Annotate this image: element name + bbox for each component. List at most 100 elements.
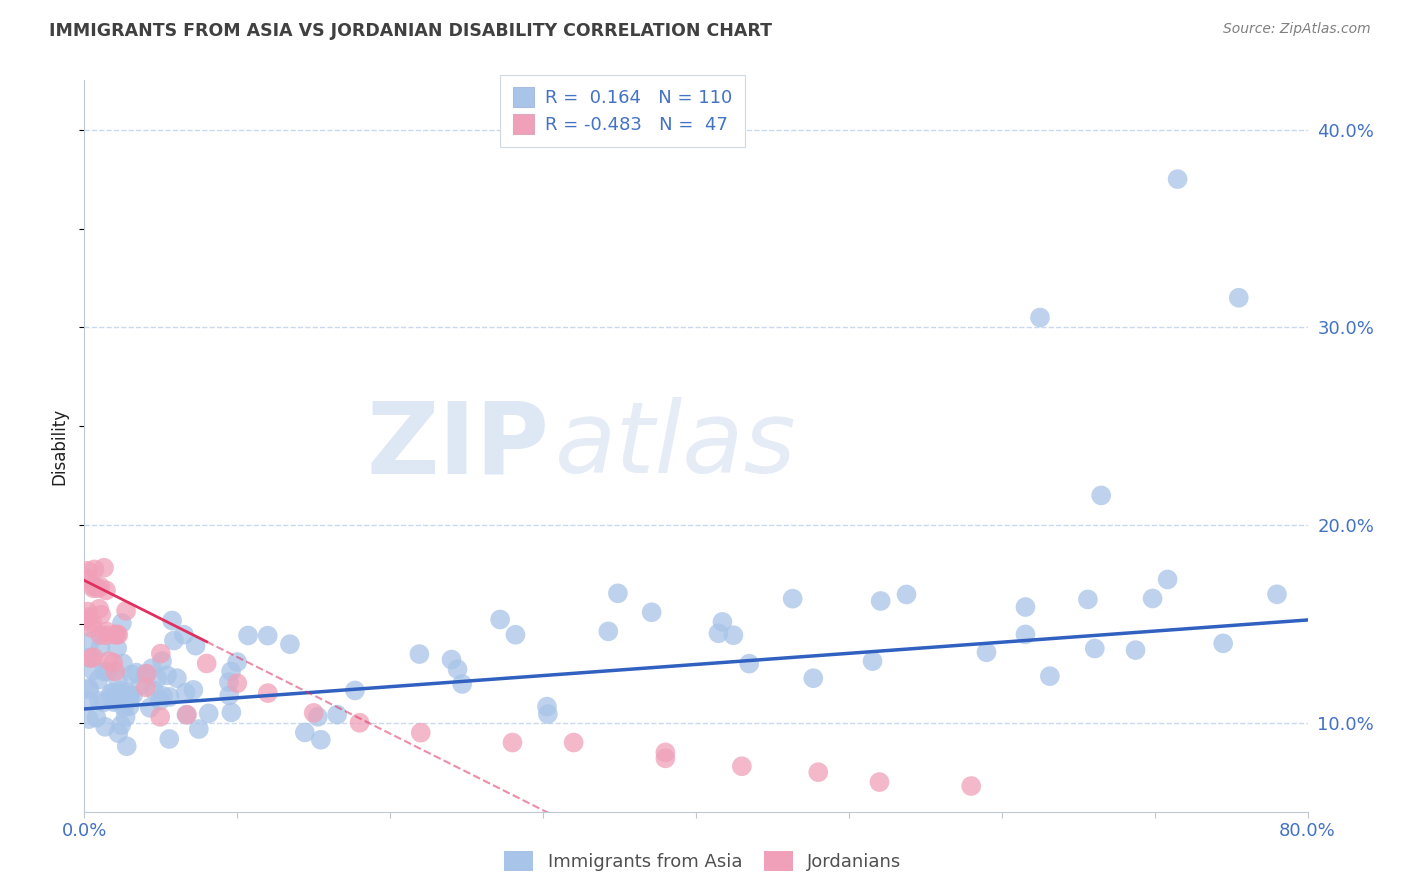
Point — [149, 647, 172, 661]
Point — [236, 628, 259, 642]
Point — [121, 667, 143, 681]
Point — [87, 673, 110, 687]
Point — [93, 665, 115, 679]
Point — [82, 581, 104, 595]
Point — [195, 657, 218, 671]
Legend: R =  0.164   N = 110, R = -0.483   N =  47: R = 0.164 N = 110, R = -0.483 N = 47 — [501, 75, 745, 147]
Point — [1125, 643, 1147, 657]
Point — [349, 715, 371, 730]
Point — [731, 759, 754, 773]
Point — [118, 699, 141, 714]
Point — [606, 586, 628, 600]
Point — [640, 605, 662, 619]
Point — [135, 681, 157, 695]
Point — [1227, 291, 1250, 305]
Point — [166, 671, 188, 685]
Point — [960, 779, 983, 793]
Point — [77, 572, 100, 586]
Point — [93, 560, 115, 574]
Point — [502, 735, 524, 749]
Point — [89, 640, 111, 655]
Point — [76, 564, 98, 578]
Point — [654, 746, 676, 760]
Point — [307, 710, 329, 724]
Point — [1167, 172, 1189, 186]
Point — [105, 627, 128, 641]
Point — [80, 621, 103, 635]
Point — [654, 751, 676, 765]
Point — [869, 594, 891, 608]
Point — [100, 686, 122, 700]
Y-axis label: Disability: Disability — [51, 408, 69, 484]
Point — [107, 628, 129, 642]
Point — [115, 604, 138, 618]
Point — [96, 624, 118, 639]
Point — [104, 628, 127, 642]
Point — [489, 612, 512, 626]
Point — [141, 661, 163, 675]
Point — [101, 692, 124, 706]
Point — [176, 707, 198, 722]
Point — [176, 707, 198, 722]
Point — [149, 693, 172, 707]
Point — [159, 690, 181, 704]
Text: atlas: atlas — [555, 398, 797, 494]
Point — [218, 689, 240, 703]
Point — [96, 628, 118, 642]
Point — [807, 765, 830, 780]
Point — [83, 562, 105, 576]
Legend: Immigrants from Asia, Jordanians: Immigrants from Asia, Jordanians — [498, 844, 908, 879]
Text: Source: ZipAtlas.com: Source: ZipAtlas.com — [1223, 22, 1371, 37]
Point — [114, 710, 136, 724]
Point — [139, 700, 162, 714]
Point — [1212, 636, 1234, 650]
Point — [738, 657, 761, 671]
Point — [723, 628, 745, 642]
Point — [451, 677, 474, 691]
Point — [256, 629, 278, 643]
Point — [118, 690, 141, 705]
Point — [77, 650, 100, 665]
Point — [87, 581, 110, 595]
Point — [187, 722, 209, 736]
Point — [219, 665, 242, 679]
Point — [86, 711, 108, 725]
Point — [77, 682, 100, 697]
Point — [869, 775, 891, 789]
Point — [76, 612, 98, 626]
Point — [83, 650, 105, 665]
Point — [107, 672, 129, 686]
Point — [135, 666, 157, 681]
Point — [115, 739, 138, 754]
Point — [183, 682, 205, 697]
Point — [1156, 573, 1178, 587]
Point — [77, 694, 100, 708]
Point — [112, 700, 135, 714]
Point — [562, 735, 585, 749]
Point — [79, 634, 101, 648]
Point — [1029, 310, 1052, 325]
Point — [104, 665, 127, 679]
Point — [111, 657, 134, 671]
Point — [110, 718, 132, 732]
Point — [711, 615, 734, 629]
Point — [77, 610, 100, 624]
Point — [107, 726, 129, 740]
Point — [125, 665, 148, 680]
Point — [77, 712, 100, 726]
Point — [173, 628, 195, 642]
Point — [129, 678, 152, 692]
Text: ZIP: ZIP — [367, 398, 550, 494]
Point — [135, 666, 157, 681]
Point — [157, 731, 180, 746]
Point — [96, 665, 118, 679]
Point — [97, 654, 120, 668]
Point — [150, 654, 173, 668]
Point — [152, 689, 174, 703]
Point — [707, 626, 730, 640]
Point — [149, 710, 172, 724]
Point — [82, 664, 104, 678]
Point — [108, 687, 131, 701]
Point — [408, 647, 430, 661]
Point — [82, 616, 104, 631]
